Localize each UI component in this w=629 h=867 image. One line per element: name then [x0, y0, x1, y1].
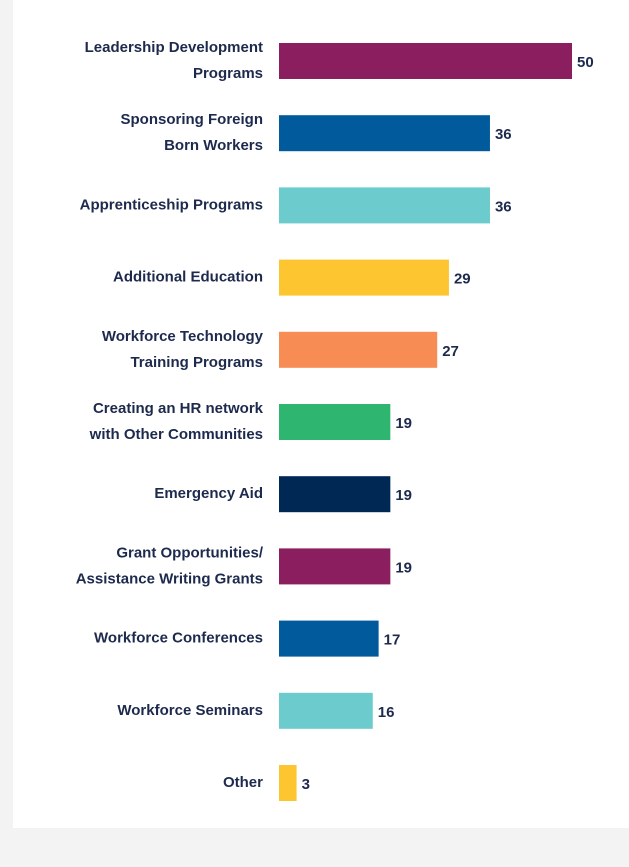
value-label: 50: [577, 54, 594, 71]
bar: [279, 404, 391, 440]
bar: [279, 620, 379, 657]
bar: [279, 765, 297, 801]
value-label: 16: [378, 704, 395, 721]
value-label: 17: [384, 632, 401, 649]
category-label: with Other Communities: [89, 426, 263, 443]
category-label: Other: [223, 774, 263, 791]
category-label: Born Workers: [164, 137, 263, 154]
value-label: 19: [395, 487, 412, 504]
category-label: Grant Opportunities/: [116, 544, 264, 561]
value-label: 19: [395, 559, 412, 576]
bar: [279, 115, 490, 152]
category-label: Workforce Conferences: [94, 630, 263, 647]
category-label: Emergency Aid: [154, 485, 263, 502]
category-label: Workforce Technology: [102, 328, 264, 345]
value-label: 3: [302, 776, 310, 793]
value-label: 29: [454, 271, 471, 288]
category-label: Training Programs: [130, 354, 263, 371]
bar: [279, 331, 438, 368]
bar: [279, 43, 572, 79]
category-label: Sponsoring Foreign: [121, 111, 264, 128]
bar: [279, 259, 449, 296]
category-label: Assistance Writing Grants: [76, 570, 263, 587]
value-label: 19: [395, 415, 412, 432]
value-label: 36: [495, 198, 512, 215]
value-label: 27: [442, 343, 459, 360]
bar: [279, 548, 391, 585]
value-label: 36: [495, 126, 512, 143]
category-label: Leadership Development: [85, 39, 263, 56]
bar: [279, 476, 391, 513]
category-label: Additional Education: [113, 269, 263, 286]
category-label: Creating an HR network: [93, 400, 264, 417]
bar: [279, 692, 373, 729]
category-label: Programs: [193, 65, 263, 82]
category-label: Apprenticeship Programs: [80, 196, 263, 213]
category-label: Workforce Seminars: [117, 702, 263, 719]
bar: [279, 187, 490, 224]
